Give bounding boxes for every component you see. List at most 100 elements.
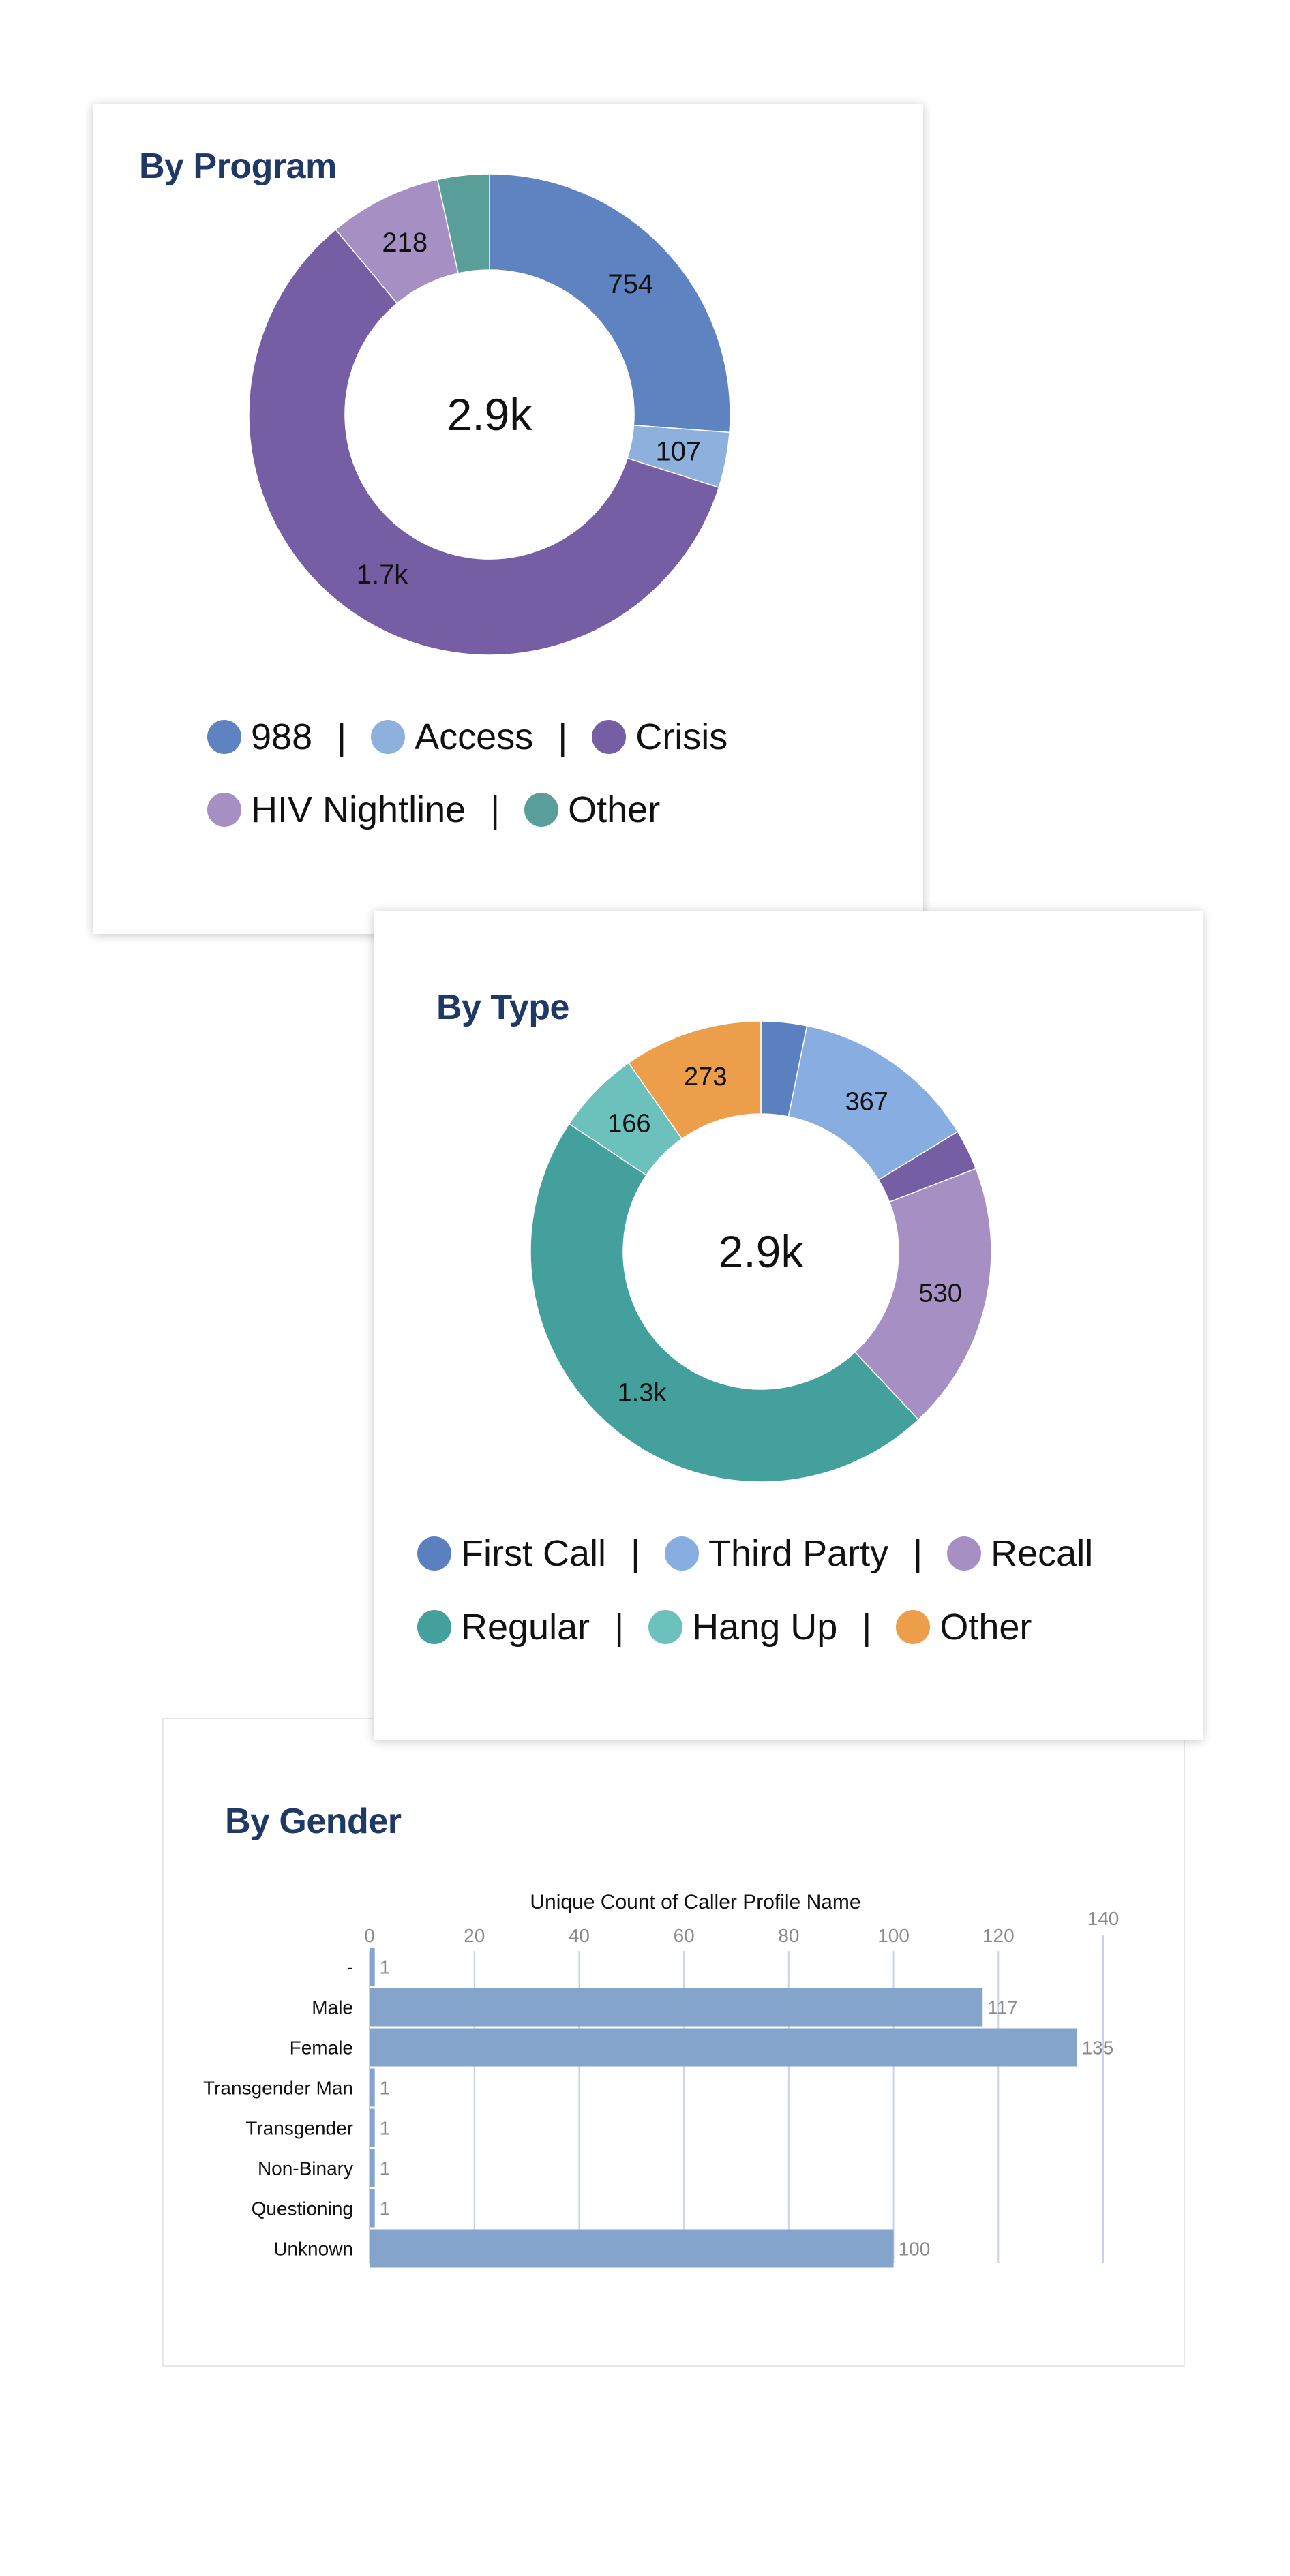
legend-label: Crisis <box>635 716 728 757</box>
gender-bar-chart: Unique Count of Caller Profile Name 0 20 40… <box>203 1891 1120 2268</box>
type-card-title: By Type <box>436 988 569 1027</box>
bar-female[interactable] <box>370 2028 1077 2067</box>
bar-value-label: 100 <box>899 2239 931 2260</box>
bar-value-label: 1 <box>380 2198 391 2219</box>
bar-non-binary[interactable] <box>370 2149 375 2187</box>
legend-swatch-icon <box>665 1536 700 1571</box>
program-card-title: By Program <box>139 147 337 186</box>
bar-male[interactable] <box>370 1988 983 2027</box>
program-slice-crisis[interactable] <box>248 228 720 656</box>
x-tick-label: 0 <box>364 1925 375 1946</box>
x-tick-label: 100 <box>877 1925 910 1946</box>
type-slice-other[interactable] <box>627 1020 762 1140</box>
program-card: By Program 754 107 1.7k 218 2.9k 988 | Access |… <box>93 104 923 934</box>
legend-swatch-icon <box>524 793 559 827</box>
legend-separator: | <box>558 716 568 757</box>
type-slice-label-recall: 530 <box>918 1279 961 1308</box>
type-slice-label-third-party: 367 <box>845 1087 888 1116</box>
x-tick-label: 120 <box>982 1925 1015 1946</box>
bar-dash[interactable] <box>370 1948 375 1986</box>
type-legend-item-hang-up[interactable]: Hang Up <box>648 1606 837 1648</box>
program-slice-label-crisis: 1.7k <box>357 560 409 590</box>
bar-value-label: 117 <box>987 1997 1018 2018</box>
type-center-total: 2.9k <box>719 1226 805 1277</box>
bar-transgender-man[interactable] <box>370 2068 375 2107</box>
type-donut-chart: 367 530 1.3k 166 273 2.9k <box>530 1020 992 1483</box>
program-legend-item-hiv-nightline[interactable]: HIV Nightline <box>207 789 466 831</box>
type-legend-item-third-party[interactable]: Third Party <box>665 1532 888 1575</box>
legend-swatch-icon <box>371 720 406 754</box>
type-slice-label-other: 273 <box>684 1063 727 1091</box>
legend-label: First Call <box>461 1533 606 1574</box>
type-legend-item-first-call[interactable]: First Call <box>417 1532 606 1575</box>
bar-value-label: 1 <box>380 1957 391 1978</box>
legend-swatch-icon <box>896 1610 931 1644</box>
x-tick-label: 40 <box>569 1925 590 1946</box>
legend-swatch-icon <box>592 720 627 754</box>
legend-separator: | <box>862 1607 872 1648</box>
program-donut-chart: 754 107 1.7k 218 2.9k <box>248 173 731 656</box>
program-center-total: 2.9k <box>447 389 533 440</box>
legend-label: HIV Nightline <box>251 789 466 830</box>
legend-swatch-icon <box>207 720 241 754</box>
program-legend-item-crisis[interactable]: Crisis <box>592 716 728 758</box>
program-slice-988[interactable] <box>489 173 731 434</box>
program-slice-other[interactable] <box>436 173 490 274</box>
type-slice-regular[interactable] <box>530 1123 920 1483</box>
type-slice-label-regular: 1.3k <box>618 1378 668 1407</box>
legend-label: 988 <box>251 716 313 757</box>
legend-label: Regular <box>461 1607 590 1648</box>
type-slice-recall[interactable] <box>854 1168 992 1421</box>
type-legend-item-recall[interactable]: Recall <box>947 1532 1093 1575</box>
legend-swatch-icon <box>947 1536 982 1571</box>
type-legend-item-other[interactable]: Other <box>896 1606 1032 1648</box>
bar-value-label: 1 <box>380 2078 391 2099</box>
legend-label: Third Party <box>708 1533 889 1574</box>
type-legend-row: First Call | Third Party | Recall <box>417 1532 1093 1575</box>
y-category-label: - <box>347 1957 353 1978</box>
legend-separator: | <box>614 1607 625 1648</box>
y-category-label: Questioning <box>252 2198 353 2219</box>
y-category-label: Unknown <box>273 2239 353 2260</box>
program-legend-row: 988 | Access | Crisis <box>207 716 728 758</box>
x-tick-label: 140 <box>1088 1908 1120 1929</box>
program-legend-item-access[interactable]: Access <box>371 716 533 758</box>
x-tick-label: 80 <box>778 1925 799 1946</box>
program-legend-item-other[interactable]: Other <box>524 789 660 831</box>
type-slice-label-hang-up: 166 <box>608 1110 650 1138</box>
bar-transgender[interactable] <box>370 2108 375 2147</box>
legend-swatch-icon <box>207 793 241 827</box>
y-category-label: Transgender <box>245 2118 353 2139</box>
legend-label: Access <box>415 716 534 757</box>
type-legend-row: Regular | Hang Up | Other <box>417 1606 1032 1648</box>
program-legend-item-988[interactable]: 988 <box>207 716 312 758</box>
program-slice-label-hiv-nightline: 218 <box>382 228 427 258</box>
program-legend-row: HIV Nightline | Other <box>207 789 660 831</box>
y-category-label: Female <box>290 2037 353 2059</box>
legend-swatch-icon <box>648 1610 683 1644</box>
bar-value-label: 1 <box>380 2118 391 2139</box>
x-tick-label: 20 <box>464 1925 485 1946</box>
gender-card: By Gender Unique Count of Caller Profile… <box>162 1718 1185 2367</box>
type-legend-item-regular[interactable]: Regular <box>417 1606 590 1648</box>
y-category-label: Transgender Man <box>203 2078 353 2099</box>
x-tick-label: 60 <box>674 1925 695 1946</box>
legend-separator: | <box>337 716 347 757</box>
bar-questioning[interactable] <box>370 2189 375 2228</box>
program-slice-label-access: 107 <box>655 437 701 467</box>
program-slice-label-988: 754 <box>608 269 653 299</box>
bar-value-label: 135 <box>1082 2037 1114 2059</box>
bar-chart-title: Unique Count of Caller Profile Name <box>530 1891 860 1913</box>
legend-swatch-icon <box>417 1610 451 1644</box>
legend-separator: | <box>631 1533 641 1574</box>
bar-value-label: 1 <box>380 2158 391 2179</box>
legend-separator: | <box>913 1533 923 1574</box>
legend-label: Other <box>568 789 661 830</box>
legend-label: Other <box>940 1607 1032 1648</box>
bar-unknown[interactable] <box>370 2229 894 2268</box>
gender-card-title: By Gender <box>225 1802 402 1841</box>
legend-separator: | <box>490 789 500 830</box>
y-category-label: Male <box>312 1997 353 2018</box>
type-card: By Type 367 530 1.3k 166 273 2.9k First Call |… <box>374 911 1203 1740</box>
legend-label: Recall <box>991 1533 1094 1574</box>
